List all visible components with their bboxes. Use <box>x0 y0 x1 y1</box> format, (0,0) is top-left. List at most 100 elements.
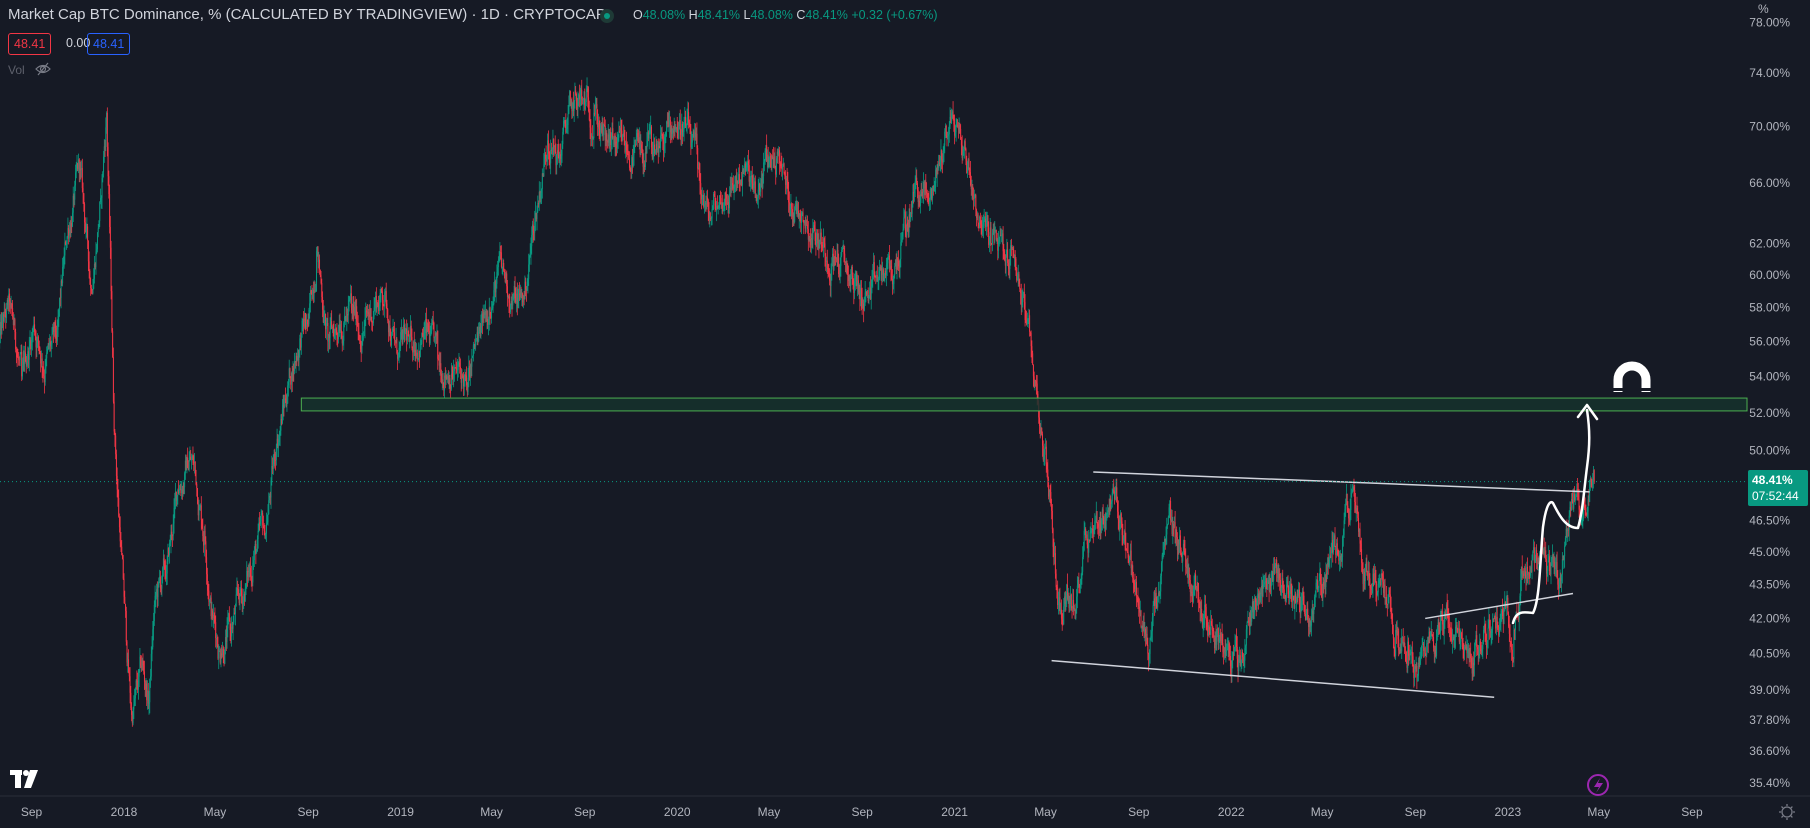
candle <box>1010 238 1012 257</box>
candle <box>1381 573 1383 580</box>
candle <box>196 481 198 497</box>
candle <box>1129 555 1131 566</box>
candle <box>485 308 487 323</box>
candle <box>1383 579 1385 599</box>
candle <box>822 228 824 258</box>
candle <box>1249 605 1251 635</box>
trendline[interactable] <box>1093 471 1590 493</box>
candle <box>1212 626 1214 638</box>
candle <box>745 160 747 172</box>
chart-title[interactable]: Market Cap BTC Dominance, % (CALCULATED … <box>8 6 606 23</box>
candle <box>982 217 984 236</box>
candle <box>990 222 992 255</box>
candle <box>318 251 320 269</box>
candle <box>1191 583 1193 603</box>
candle <box>1019 278 1021 293</box>
candle <box>140 654 142 668</box>
candle <box>1468 644 1470 667</box>
candle <box>267 504 269 526</box>
candle <box>1205 603 1207 630</box>
candle <box>589 109 591 140</box>
candle <box>1026 312 1028 327</box>
freehand-arrow[interactable] <box>1511 403 1599 625</box>
candle <box>71 216 73 233</box>
candle <box>1430 621 1432 640</box>
candle <box>863 299 865 323</box>
candle <box>710 216 712 226</box>
tradingview-logo-icon[interactable] <box>10 770 38 788</box>
candle <box>139 647 141 673</box>
candle <box>1057 580 1059 610</box>
candle <box>1533 541 1535 572</box>
candle <box>310 289 312 295</box>
candle <box>329 317 331 350</box>
candle <box>985 211 987 236</box>
candle <box>961 135 963 164</box>
candle <box>1275 558 1277 568</box>
settings-icon[interactable] <box>1779 804 1795 820</box>
candle <box>1304 604 1306 617</box>
sell-price-box[interactable]: 48.41 <box>8 33 52 55</box>
candle <box>123 573 125 604</box>
candle <box>1054 545 1056 579</box>
candle <box>115 449 117 485</box>
candle <box>675 124 677 132</box>
candle <box>1512 656 1514 663</box>
candle <box>1276 557 1278 582</box>
candle <box>107 142 109 186</box>
candle <box>1117 500 1119 530</box>
candle <box>754 177 756 194</box>
candle <box>1323 572 1325 590</box>
candle <box>1225 639 1227 663</box>
candle <box>1176 526 1178 546</box>
trendline[interactable] <box>1425 592 1574 620</box>
candle <box>591 133 593 146</box>
market-status-dot[interactable] <box>600 9 614 23</box>
time-axis[interactable]: Sep 2018 May Sep 2019 May Sep 2020 May Sep 2021 May… <box>21 805 1703 819</box>
candle <box>681 113 683 147</box>
candle <box>297 348 299 362</box>
candle <box>1461 631 1463 639</box>
candle <box>1336 539 1338 558</box>
candle <box>1170 509 1172 523</box>
volume-label[interactable]: Vol <box>8 63 25 77</box>
candle <box>789 203 791 217</box>
candle <box>1103 515 1105 529</box>
candle <box>938 154 940 167</box>
magnet-icon[interactable] <box>1613 361 1651 392</box>
candle <box>499 242 501 262</box>
candle <box>715 197 717 211</box>
candle <box>1254 594 1256 619</box>
candle <box>184 471 186 495</box>
buy-price-box[interactable]: 48.41 <box>87 33 131 55</box>
candle <box>1230 660 1232 684</box>
candle <box>174 492 176 519</box>
candle <box>228 606 230 622</box>
candle <box>1070 593 1072 611</box>
candle <box>366 303 368 317</box>
candle <box>380 286 382 303</box>
candle <box>386 299 388 318</box>
support-resistance-zone[interactable] <box>300 397 1748 412</box>
candle <box>208 583 210 607</box>
candle <box>920 183 922 197</box>
annotations-layer[interactable] <box>0 397 1748 698</box>
candle <box>466 366 468 391</box>
price-axis[interactable]: 78.00%74.00%70.00%66.00%62.00%60.00%58.0… <box>1749 0 1810 790</box>
candle <box>602 117 604 141</box>
lightning-icon[interactable] <box>1587 774 1609 796</box>
candle <box>907 216 909 232</box>
candle <box>607 139 609 149</box>
candle <box>900 232 902 268</box>
candle <box>515 287 517 304</box>
candle <box>431 318 433 335</box>
trendline[interactable] <box>1051 659 1495 698</box>
candle <box>835 257 837 263</box>
candle <box>129 667 131 704</box>
candle <box>305 312 307 334</box>
candle <box>290 376 292 390</box>
candle <box>655 136 657 155</box>
eye-slash-icon[interactable] <box>35 62 51 76</box>
candle <box>1247 610 1249 623</box>
